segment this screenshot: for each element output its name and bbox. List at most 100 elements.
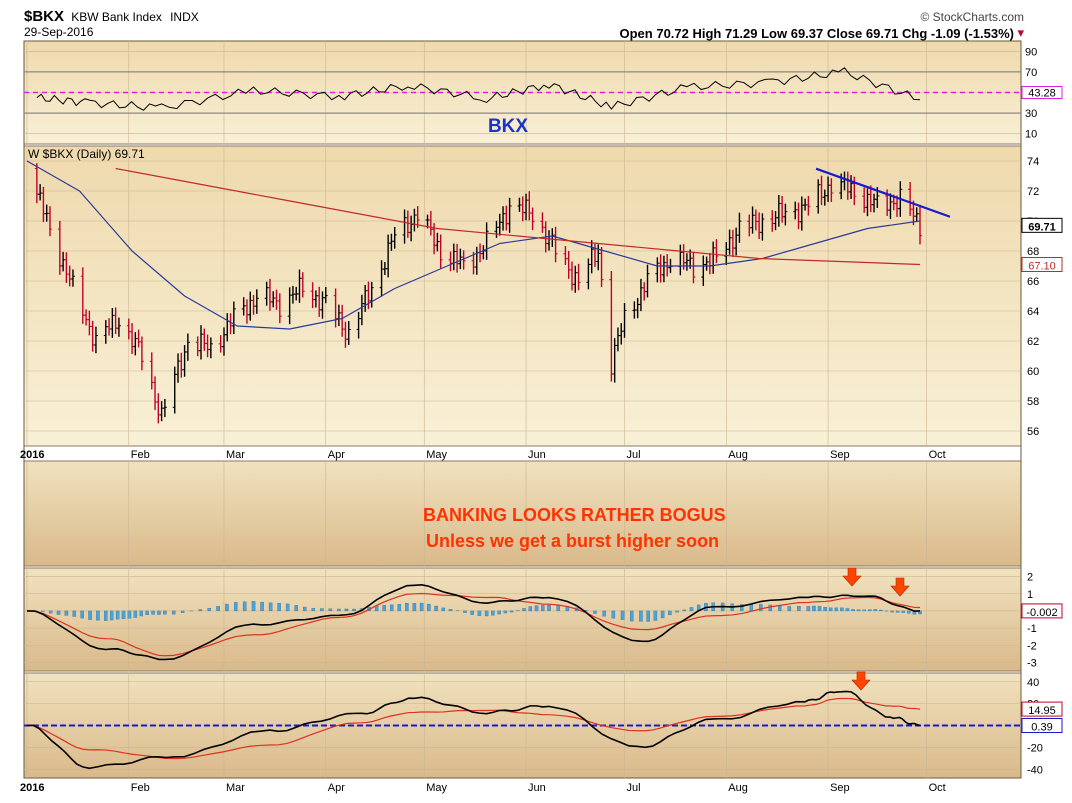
price-bar bbox=[484, 222, 489, 260]
ma50-line bbox=[26, 160, 921, 330]
x-tick-label: 2016 bbox=[20, 449, 44, 461]
histogram-bar bbox=[484, 610, 489, 617]
brand-logo: © StockCharts.com bbox=[920, 10, 1024, 24]
osc-tick-label: 40 bbox=[1027, 677, 1039, 689]
histogram-bar bbox=[172, 610, 176, 615]
x-tick-label: Jun bbox=[528, 449, 546, 461]
histogram-bar bbox=[294, 605, 298, 612]
histogram-bar bbox=[448, 609, 453, 612]
osc-arrow-icon bbox=[851, 671, 871, 691]
rsi-line bbox=[36, 67, 921, 111]
price-tick-label: 62 bbox=[1027, 336, 1039, 348]
price-bar bbox=[323, 286, 328, 304]
histogram-bar bbox=[115, 610, 120, 620]
price-bar bbox=[507, 197, 512, 233]
histogram-bar bbox=[890, 610, 894, 613]
macd-arrow-icon bbox=[842, 567, 862, 587]
price-tick-label: 68 bbox=[1027, 246, 1039, 258]
histogram-bar bbox=[797, 605, 801, 612]
price-bar bbox=[47, 206, 52, 237]
price-bar bbox=[369, 281, 374, 308]
rsi-tick-label: 30 bbox=[1025, 108, 1037, 120]
quote-values: Open 70.72 High 71.29 Low 69.37 Close 69… bbox=[619, 26, 1015, 41]
x-tick-label: May bbox=[426, 782, 447, 794]
osc-value-badge bbox=[1021, 718, 1063, 733]
histogram-bar bbox=[121, 610, 126, 619]
histogram-bar bbox=[180, 610, 185, 613]
x-tick-label: Sep bbox=[830, 449, 850, 461]
macd-arrow-icon bbox=[890, 577, 910, 597]
histogram-bar bbox=[198, 609, 203, 612]
quote-date: 29-Sep-2016 bbox=[24, 25, 94, 39]
histogram-bar bbox=[834, 607, 839, 612]
macd-tick-label: 2 bbox=[1027, 572, 1033, 584]
histogram-bar bbox=[812, 605, 816, 612]
histogram-bar bbox=[749, 604, 753, 612]
price-bar bbox=[162, 398, 167, 418]
ma200-value-badge bbox=[1021, 257, 1063, 272]
x-tick-label: May bbox=[426, 449, 447, 461]
histogram-bar bbox=[48, 610, 53, 614]
macd-signal-line bbox=[26, 592, 921, 657]
histogram-bar bbox=[470, 610, 474, 615]
x-tick-label: Jul bbox=[627, 782, 641, 794]
histogram-bar bbox=[412, 603, 417, 612]
price-bar bbox=[300, 272, 305, 298]
histogram-bar bbox=[528, 606, 533, 612]
price-bar bbox=[392, 226, 397, 249]
histogram-bar bbox=[434, 605, 438, 612]
histogram-bar bbox=[302, 606, 307, 612]
histogram-bar bbox=[856, 609, 861, 612]
osc-signal-badge bbox=[1021, 701, 1063, 717]
price-tick-label: 58 bbox=[1027, 396, 1039, 408]
x-tick-label: Mar bbox=[226, 449, 245, 461]
osc-signal-label: 14.95 bbox=[1028, 705, 1056, 717]
histogram-bar bbox=[382, 604, 386, 612]
histogram-bar bbox=[541, 605, 545, 612]
x-tick-label: Oct bbox=[929, 449, 946, 461]
price-bar bbox=[783, 203, 788, 226]
histogram-bar bbox=[328, 608, 333, 612]
histogram-bar bbox=[145, 610, 149, 615]
histogram-bar bbox=[668, 610, 672, 616]
price-tick-label: 72 bbox=[1027, 186, 1039, 198]
price-tick-label: 66 bbox=[1027, 276, 1039, 288]
histogram-bar bbox=[675, 610, 679, 613]
osc-value-label: 0.39 bbox=[1031, 722, 1052, 734]
histogram-bar bbox=[660, 610, 665, 619]
price-bar bbox=[599, 246, 604, 287]
macd-panel bbox=[23, 567, 1022, 672]
histogram-bar bbox=[207, 608, 211, 612]
x-tick-label: Apr bbox=[328, 449, 345, 461]
price-bar bbox=[254, 289, 259, 314]
x-tick-label: Feb bbox=[131, 449, 150, 461]
histogram-bar bbox=[901, 610, 906, 613]
histogram-bar bbox=[534, 605, 539, 612]
price-bar bbox=[139, 336, 144, 371]
histogram-bar bbox=[689, 607, 694, 612]
price-bar bbox=[70, 269, 75, 287]
price-legend: W $BKX (Daily) 69.71 bbox=[28, 147, 145, 161]
osc-line bbox=[26, 690, 921, 770]
price-bar bbox=[530, 207, 535, 231]
histogram-bar bbox=[88, 610, 92, 620]
histogram-bar bbox=[127, 610, 132, 619]
histogram-bar bbox=[96, 610, 100, 621]
histogram-bar bbox=[823, 606, 827, 612]
histogram-bar bbox=[285, 603, 290, 612]
histogram-bar bbox=[352, 608, 356, 612]
annotation-panel bbox=[23, 460, 1022, 567]
histogram-bar bbox=[163, 610, 167, 615]
price-tick-label: 64 bbox=[1027, 306, 1039, 318]
histogram-bar bbox=[242, 601, 247, 612]
macd-value-badge bbox=[1021, 603, 1063, 619]
chart-border bbox=[23, 40, 1022, 779]
osc-tick-label: -20 bbox=[1027, 742, 1043, 754]
histogram-bar bbox=[873, 609, 878, 612]
histogram-bar bbox=[405, 603, 409, 612]
histogram-bar bbox=[682, 609, 687, 612]
price-bar bbox=[622, 302, 627, 338]
price-bar bbox=[714, 239, 719, 264]
